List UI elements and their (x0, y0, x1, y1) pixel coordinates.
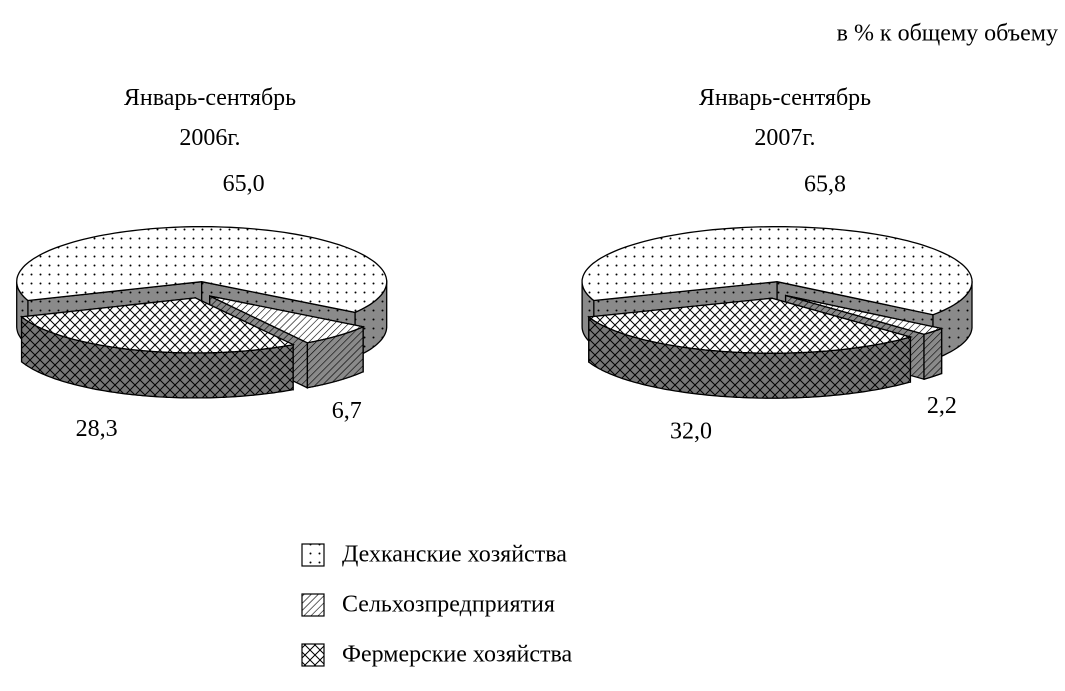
legend-label: Сельхозпредприятия (342, 592, 555, 618)
legend-label: Фермерские хозяйства (342, 642, 573, 668)
pie-title: Январь-сентябрь 2007г. (698, 85, 872, 151)
value-label: 65,0 (223, 171, 265, 197)
value-label: 65,8 (804, 171, 846, 197)
slice-top (209, 295, 366, 344)
slice-side (923, 327, 943, 380)
legend-swatch (301, 543, 325, 567)
slice-top (785, 294, 944, 335)
slice-top (19, 297, 296, 354)
legend-swatch (301, 593, 325, 617)
value-label: 2,2 (927, 393, 957, 419)
slice-top (587, 297, 913, 354)
pie-title: Январь-сентябрь 2006г. (123, 85, 297, 151)
value-label: 6,7 (332, 398, 362, 424)
slice-top (581, 226, 973, 316)
value-label: 32,0 (670, 419, 712, 445)
legend-label: Дехканские хозяйства (342, 542, 567, 568)
value-label: 28,3 (76, 416, 118, 442)
legend-swatch (301, 643, 325, 667)
slice-top (16, 226, 388, 314)
subtitle: в % к общему объему (837, 21, 1058, 47)
